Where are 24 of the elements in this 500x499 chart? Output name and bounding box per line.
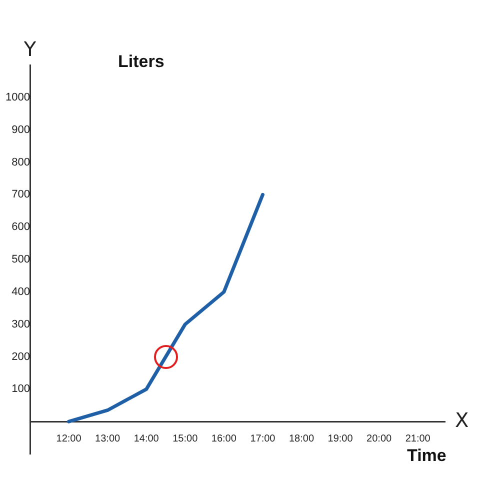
y-tick-label: 200 bbox=[12, 350, 30, 363]
x-tick-label: 13:00 bbox=[95, 433, 121, 444]
y-axis-title: Liters bbox=[118, 52, 164, 72]
y-tick-label: 300 bbox=[12, 318, 30, 330]
x-tick-label: 15:00 bbox=[172, 433, 198, 444]
x-tick-label: 16:00 bbox=[211, 433, 237, 444]
x-tick-label: 14:00 bbox=[134, 433, 160, 444]
x-tick-label: 17:00 bbox=[250, 433, 276, 444]
y-tick-label: 600 bbox=[12, 221, 30, 234]
text: Y bbox=[22, 37, 37, 62]
y-tick-label: 1000 bbox=[6, 91, 30, 104]
y-tick-label: 700 bbox=[12, 188, 30, 201]
y-tick-label: 900 bbox=[12, 124, 30, 136]
x-tick-label: 19:00 bbox=[328, 433, 354, 444]
y-tick-label: 800 bbox=[12, 156, 30, 168]
x-tick-label: 18:00 bbox=[288, 433, 314, 444]
x-tick-label: 20:00 bbox=[366, 433, 392, 444]
x-tick-label: 21:00 bbox=[405, 433, 431, 444]
x-axis-title: Time bbox=[407, 446, 446, 466]
y-tick-label: 400 bbox=[12, 286, 30, 298]
x-tick-label: 12:00 bbox=[56, 433, 82, 444]
text: X bbox=[455, 408, 469, 432]
y-tick-label: 100 bbox=[12, 383, 30, 396]
y-tick-label: 500 bbox=[12, 254, 30, 266]
